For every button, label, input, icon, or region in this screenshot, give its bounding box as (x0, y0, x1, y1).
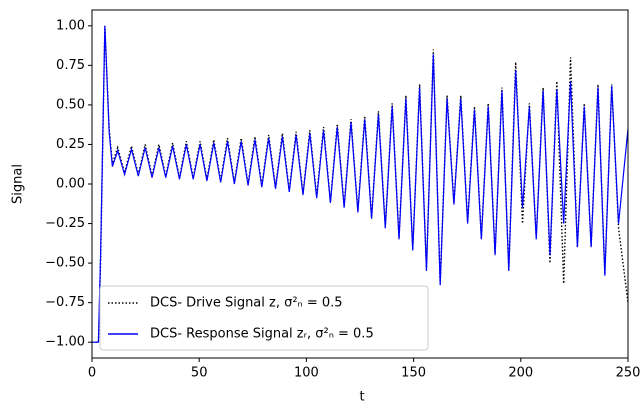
y-tick-label: −0.25 (45, 216, 85, 231)
x-tick-label: 0 (88, 366, 96, 381)
y-tick-label: 0.25 (56, 137, 85, 152)
y-tick-label: 1.00 (56, 18, 85, 33)
legend-label: DCS- Drive Signal z, σ²ₙ = 0.5 (150, 296, 343, 311)
y-axis-label: Signal (11, 164, 26, 204)
x-tick-label: 100 (294, 366, 319, 381)
y-tick-label: 0.50 (56, 97, 85, 112)
x-tick-label: 150 (401, 366, 426, 381)
x-tick-label: 250 (616, 366, 641, 381)
x-axis-label: t (359, 390, 364, 405)
x-tick-label: 50 (191, 366, 208, 381)
plot-frame (91, 9, 629, 359)
series-line (92, 25, 629, 343)
legend-box (99, 285, 429, 351)
y-tick-label: 0.75 (56, 58, 85, 73)
legend-label: DCS- Response Signal zᵣ, σ²ₙ = 0.5 (150, 327, 374, 342)
x-tick-label: 200 (508, 366, 533, 381)
y-tick-label: −0.50 (45, 256, 85, 271)
y-tick-label: 0.00 (56, 177, 85, 192)
y-tick-label: −0.75 (45, 295, 85, 310)
series-line (92, 25, 629, 343)
y-tick-label: −1.00 (45, 335, 85, 350)
